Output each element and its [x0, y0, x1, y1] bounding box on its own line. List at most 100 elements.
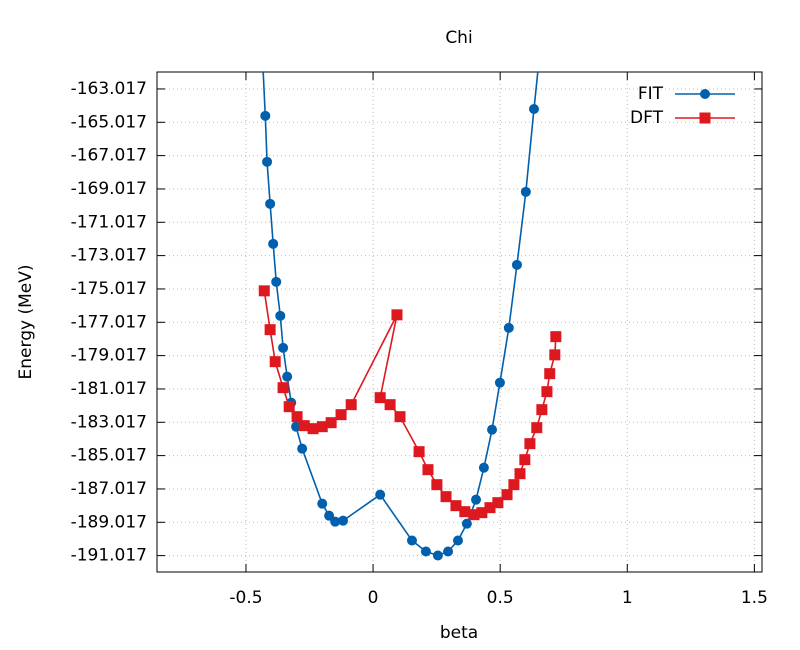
- marker: [484, 502, 496, 514]
- legend-marker: [699, 112, 711, 124]
- marker: [291, 411, 303, 423]
- marker: [413, 446, 425, 458]
- marker: [307, 423, 319, 435]
- marker: [391, 309, 403, 321]
- marker: [508, 479, 520, 491]
- marker: [264, 324, 276, 336]
- marker: [278, 342, 289, 353]
- marker: [384, 399, 396, 411]
- x-tick-label: 0.5: [487, 588, 514, 608]
- marker: [528, 104, 539, 114]
- marker: [338, 515, 349, 526]
- marker: [420, 546, 431, 557]
- marker: [432, 550, 443, 561]
- marker: [501, 489, 513, 501]
- x-tick-label: 1: [622, 588, 633, 608]
- y-tick-label: -187.017: [71, 479, 147, 499]
- legend-label: DFT: [630, 108, 664, 128]
- marker: [550, 331, 562, 343]
- marker: [325, 417, 337, 429]
- marker: [282, 371, 293, 382]
- y-tick-label: -163.017: [71, 79, 147, 99]
- marker: [476, 507, 488, 519]
- marker: [375, 489, 386, 500]
- marker: [544, 368, 556, 380]
- marker: [514, 468, 526, 480]
- marker: [271, 276, 282, 287]
- marker: [275, 310, 286, 321]
- marker: [468, 509, 480, 521]
- series: [258, 285, 562, 521]
- chart-title: Chi: [445, 28, 472, 48]
- y-tick-label: -167.017: [71, 146, 147, 166]
- marker: [537, 25, 547, 35]
- marker: [461, 518, 472, 529]
- marker: [324, 510, 335, 521]
- marker: [503, 322, 514, 333]
- y-tick-label: -173.017: [71, 246, 147, 266]
- marker: [268, 238, 279, 249]
- y-tick-label: -169.017: [71, 179, 147, 199]
- marker: [431, 479, 443, 491]
- y-tick-label: -189.017: [71, 512, 147, 532]
- marker: [450, 500, 462, 512]
- y-tick-label: -175.017: [71, 279, 147, 299]
- marker: [283, 401, 295, 413]
- marker: [531, 422, 543, 434]
- marker: [549, 349, 561, 361]
- marker: [524, 438, 536, 450]
- y-tick-label: -177.017: [71, 312, 147, 332]
- y-tick-label: -165.017: [71, 112, 147, 132]
- marker: [511, 259, 522, 270]
- x-tick-label: 0: [368, 588, 379, 608]
- plot-frame: [156, 71, 763, 573]
- marker: [422, 464, 434, 476]
- legend-marker: [700, 89, 710, 99]
- marker: [260, 110, 271, 121]
- marker: [258, 285, 270, 297]
- marker: [335, 409, 347, 421]
- marker: [536, 404, 548, 416]
- marker: [269, 356, 281, 368]
- y-tick-label: -181.017: [71, 379, 147, 399]
- y-axis-label: Energy (MeV): [16, 265, 36, 380]
- marker: [317, 498, 328, 509]
- marker: [478, 462, 489, 473]
- x-tick-label: 1.5: [741, 588, 768, 608]
- marker: [277, 382, 289, 394]
- marker: [471, 494, 482, 505]
- marker: [440, 491, 452, 503]
- marker: [265, 198, 276, 209]
- y-tick-label: -179.017: [71, 346, 147, 366]
- marker: [297, 443, 308, 454]
- marker: [452, 535, 463, 546]
- marker: [541, 386, 553, 398]
- marker: [394, 411, 406, 423]
- marker: [316, 421, 328, 433]
- marker: [330, 516, 341, 527]
- marker: [406, 535, 417, 546]
- marker: [291, 421, 302, 432]
- marker: [298, 420, 310, 432]
- marker: [374, 392, 386, 404]
- marker: [257, 42, 267, 52]
- series-line: [262, 72, 539, 557]
- marker: [443, 546, 454, 557]
- legend-label: FIT: [638, 84, 664, 104]
- marker: [487, 424, 498, 435]
- marker: [494, 377, 505, 388]
- marker: [492, 497, 504, 509]
- series: [257, 25, 547, 561]
- y-tick-label: -185.017: [71, 446, 147, 466]
- x-axis-label: beta: [440, 623, 478, 643]
- marker: [262, 156, 273, 167]
- y-tick-label: -183.017: [71, 412, 147, 432]
- y-tick-label: -171.017: [71, 212, 147, 232]
- marker: [345, 399, 357, 411]
- marker: [520, 186, 531, 197]
- x-tick-label: -0.5: [229, 588, 262, 608]
- marker: [519, 454, 531, 466]
- marker: [459, 506, 471, 518]
